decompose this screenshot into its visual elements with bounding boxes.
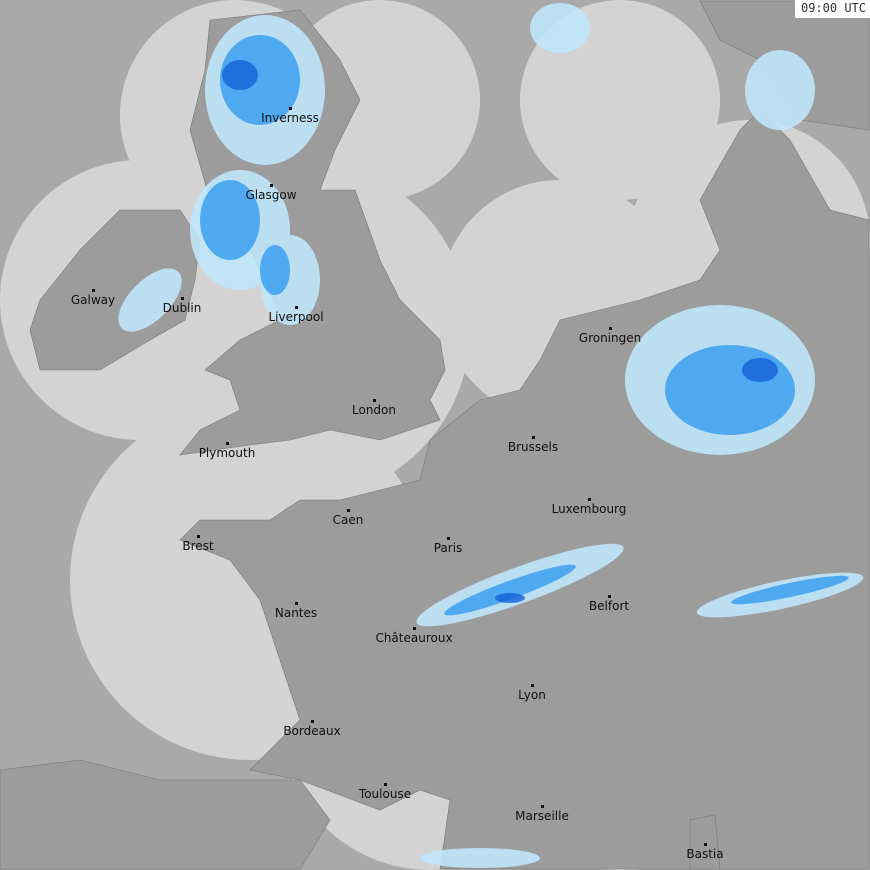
city-label: Plymouth: [198, 446, 256, 460]
city-marker: [609, 327, 612, 330]
city-label: Brest: [182, 539, 214, 553]
city-label: Marseille: [515, 809, 569, 823]
city-label: Dublin: [162, 301, 202, 315]
city-marker: [608, 595, 611, 598]
timestamp: 09:00 UTC: [794, 0, 870, 18]
city-marker: [311, 720, 314, 723]
city-marker: [289, 107, 292, 110]
city-label: Luxembourg: [551, 502, 627, 516]
city-label: Bordeaux: [283, 724, 341, 738]
city-marker: [413, 627, 416, 630]
city-marker: [197, 535, 200, 538]
city-label: Galway: [70, 293, 116, 307]
city-label: Lyon: [518, 688, 546, 702]
precipitation: [118, 3, 864, 868]
city-label: Brussels: [507, 440, 559, 454]
city-marker: [588, 498, 591, 501]
city-marker: [532, 436, 535, 439]
city-marker: [541, 805, 544, 808]
city-label: Paris: [433, 541, 463, 555]
city-label: Châteauroux: [375, 631, 453, 645]
city-marker: [270, 184, 273, 187]
city-label: Bastia: [686, 847, 724, 861]
city-marker: [447, 537, 450, 540]
city-marker: [384, 783, 387, 786]
city-marker: [92, 289, 95, 292]
city-label: Caen: [332, 513, 364, 527]
city-marker: [226, 442, 229, 445]
city-label: Groningen: [578, 331, 642, 345]
city-marker: [704, 843, 707, 846]
city-marker: [347, 509, 350, 512]
city-marker: [373, 399, 376, 402]
city-label: Glasgow: [245, 188, 297, 202]
city-label: Nantes: [274, 606, 318, 620]
city-marker: [295, 602, 298, 605]
city-label: Inverness: [261, 111, 319, 125]
city-label: Toulouse: [358, 787, 412, 801]
city-marker: [531, 684, 534, 687]
city-marker: [181, 297, 184, 300]
city-label: London: [352, 403, 396, 417]
city-label: Liverpool: [268, 310, 324, 324]
city-label: Belfort: [588, 599, 630, 613]
city-marker: [295, 306, 298, 309]
